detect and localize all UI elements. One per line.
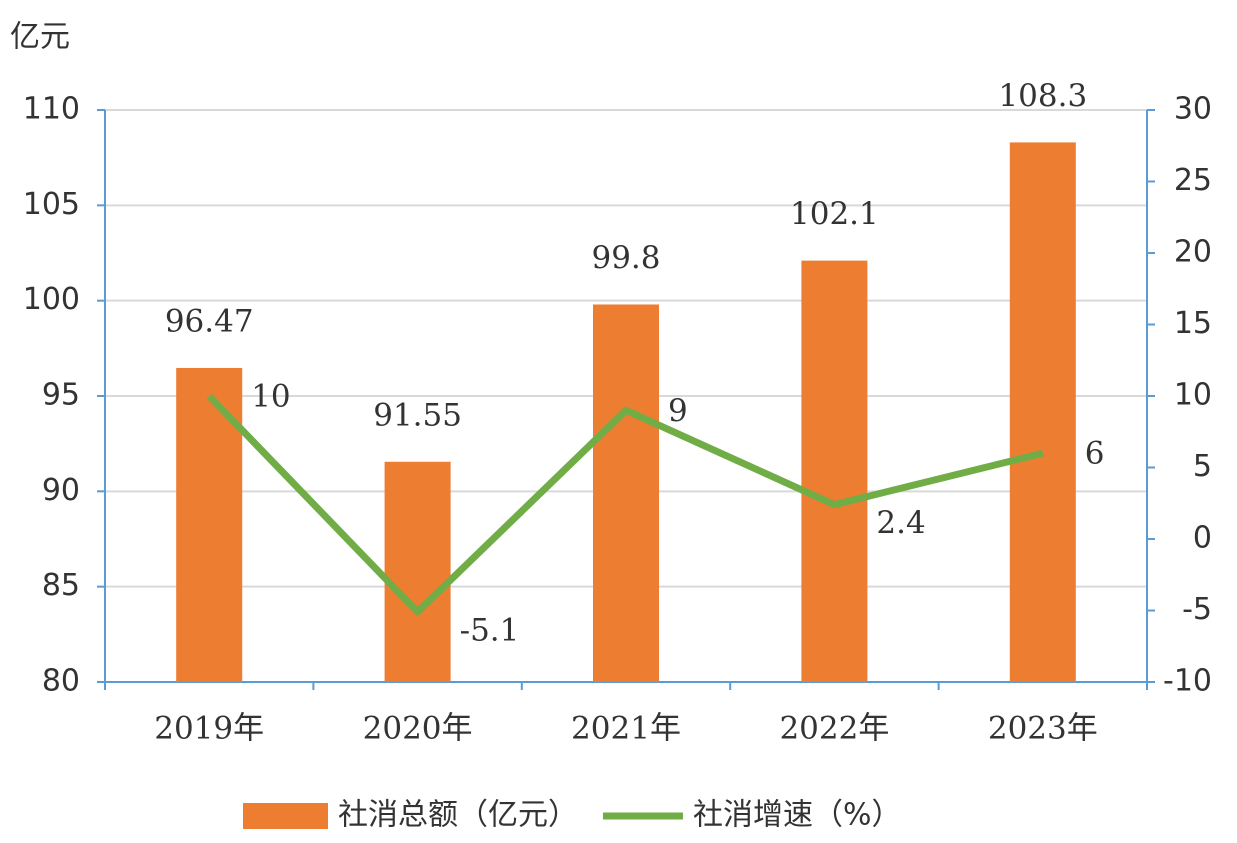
y2-tick-label: 20	[1174, 235, 1212, 270]
x-tick-label: 2021年	[571, 711, 681, 747]
x-tick-label: 2020年	[363, 711, 473, 747]
bar-value-label: 99.8	[591, 240, 660, 276]
x-tick-label: 2019年	[154, 711, 264, 747]
y-tick-label: 105	[23, 187, 80, 222]
legend-label: 社消总额（亿元）	[338, 798, 578, 833]
line-value-label: 10	[251, 379, 290, 415]
bar	[593, 304, 659, 682]
bar	[384, 461, 451, 682]
y2-tick-label: 25	[1174, 163, 1212, 198]
y2-tick-label: 15	[1174, 306, 1212, 341]
line-value-label: 2.4	[876, 505, 925, 541]
x-tick-label: 2023年	[988, 711, 1098, 747]
x-tick-label: 2022年	[779, 711, 889, 747]
line-value-label: 6	[1085, 436, 1105, 472]
bar-value-label: 102.1	[790, 196, 879, 232]
bar	[801, 260, 868, 682]
y-tick-label: 90	[42, 473, 80, 508]
line-value-label: -5.1	[460, 612, 520, 648]
y2-tick-label: 5	[1193, 449, 1212, 484]
bar-value-label: 108.3	[998, 78, 1087, 114]
y2-tick-label: 10	[1174, 378, 1212, 413]
y2-tick-label: 0	[1193, 521, 1212, 556]
y2-tick-label: -5	[1182, 592, 1212, 627]
y-tick-label: 110	[23, 92, 80, 127]
y-tick-label: 85	[42, 568, 80, 603]
y2-tick-label: -10	[1163, 664, 1212, 699]
line	[206, 393, 1044, 616]
y-tick-label: 95	[42, 378, 80, 413]
bar-value-label: 91.55	[373, 397, 462, 433]
y2-tick-label: 30	[1174, 92, 1212, 127]
y-tick-label: 80	[42, 664, 80, 699]
line-value-label: 9	[668, 393, 688, 429]
y-axis-unit: 亿元	[10, 20, 70, 55]
legend-swatch	[243, 803, 328, 829]
bar-value-label: 96.47	[165, 303, 254, 339]
y-tick-label: 100	[23, 282, 80, 317]
legend-label: 社消增速（%）	[693, 798, 902, 833]
bar	[1009, 142, 1076, 682]
